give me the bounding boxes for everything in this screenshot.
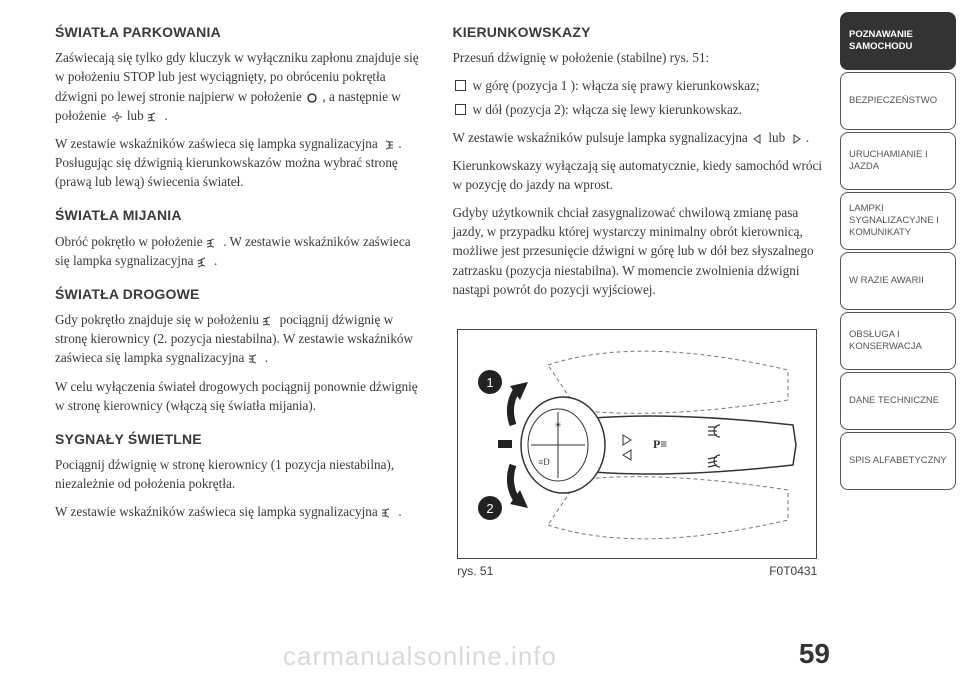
lowbeam-icon: [262, 315, 276, 327]
heading-turn-signals: KIERUNKOWSKAZY: [453, 22, 823, 42]
nav-item-poznawanie[interactable]: POZNAWANIE SAMOCHODU: [840, 12, 956, 70]
nav-item-dane[interactable]: DANE TECHNICZNE: [840, 372, 956, 430]
nav-item-lampki[interactable]: LAMPKI SYGNALIZACYJNE I KOMUNIKATY: [840, 192, 956, 250]
heading-parking-lights: ŚWIATŁA PARKOWANIA: [55, 22, 425, 42]
stalk-diagram: ☀ ≡D P≡: [458, 330, 818, 560]
page-number: 59: [799, 638, 830, 670]
para: Kierunkowskazy wyłączają się automatyczn…: [453, 156, 823, 194]
heading-flash: SYGNAŁY ŚWIETLNE: [55, 429, 425, 449]
turn-right-icon: [789, 133, 803, 145]
para: Pociągnij dźwignię w stronę kierownicy (…: [55, 455, 425, 493]
lowbeam-icon: [147, 111, 161, 123]
nav-item-spis[interactable]: SPIS ALFABETYCZNY: [840, 432, 956, 490]
figure-caption: rys. 51 F0T0431: [457, 563, 817, 580]
para: Przesuń dźwignię w położenie (stabilne) …: [453, 48, 823, 67]
list-item: w górę (pozycja 1 ): włącza się prawy ki…: [453, 76, 823, 95]
sidelight-indicator-icon: [381, 139, 395, 151]
heading-high-beam: ŚWIATŁA DROGOWE: [55, 284, 425, 304]
nav-item-obsluga[interactable]: OBSŁUGA I KONSERWACJA: [840, 312, 956, 370]
figure-number: rys. 51: [457, 563, 493, 580]
turn-signal-list: w górę (pozycja 1 ): włącza się prawy ki…: [453, 76, 823, 118]
para: W zestawie wskaźników zaświeca się lampk…: [55, 502, 425, 521]
svg-text:☀: ☀: [554, 420, 562, 430]
lowbeam-indicator-icon: [197, 256, 211, 268]
svg-text:≡D: ≡D: [538, 457, 550, 467]
list-item: w dół (pozycja 2): włącza się lewy kieru…: [453, 100, 823, 119]
highbeam-indicator-icon: [381, 507, 395, 519]
sidelight-icon: [110, 111, 124, 123]
figure-label-2: 2: [487, 501, 494, 516]
para: Gdy pokrętło znajduje się w położeniu po…: [55, 310, 425, 367]
figure-label-1: 1: [487, 375, 494, 390]
circle-o-icon: [305, 92, 319, 104]
sidebar-nav: POZNAWANIE SAMOCHODU BEZPIECZEŃSTWO URUC…: [840, 0, 960, 678]
para: Obróć pokrętło w położenie . W zestawie …: [55, 232, 425, 270]
highbeam-indicator-icon: [248, 353, 262, 365]
figure-51: ☀ ≡D P≡: [453, 329, 823, 580]
figure-box: ☀ ≡D P≡: [457, 329, 817, 559]
turn-left-icon: [751, 133, 765, 145]
left-column: ŚWIATŁA PARKOWANIA Zaświecają się tylko …: [55, 22, 425, 668]
right-column: KIERUNKOWSKAZY Przesuń dźwignię w położe…: [453, 22, 823, 668]
figure-code: F0T0431: [769, 563, 817, 580]
svg-text:P≡: P≡: [653, 437, 667, 451]
para: W zestawie wskaźników pulsuje lampka syg…: [453, 128, 823, 147]
para: W celu wyłączenia świateł drogowych poci…: [55, 377, 425, 415]
nav-item-uruchamianie[interactable]: URUCHAMIANIE I JAZDA: [840, 132, 956, 190]
lowbeam-icon: [206, 237, 220, 249]
nav-item-bezpieczenstwo[interactable]: BEZPIECZEŃSTWO: [840, 72, 956, 130]
para: W zestawie wskaźników zaświeca się lampk…: [55, 134, 425, 191]
para: Gdyby użytkownik chciał zasygnalizować c…: [453, 203, 823, 299]
nav-item-awaria[interactable]: W RAZIE AWARII: [840, 252, 956, 310]
heading-low-beam: ŚWIATŁA MIJANIA: [55, 205, 425, 225]
para: Zaświecają się tylko gdy kluczyk w wyłąc…: [55, 48, 425, 125]
